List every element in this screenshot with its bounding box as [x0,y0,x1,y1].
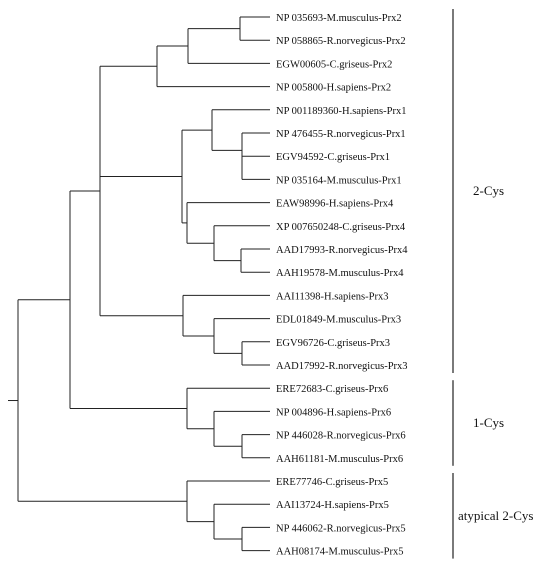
leaf-label: NP 035164-M.musculus-Prx1 [276,175,402,186]
tree-branches [8,16,270,552]
leaf-labels: NP 035693-M.musculus-Prx2 NP 058865-R.nor… [276,13,408,558]
leaf-label: EAW98996-H.sapiens-Prx4 [276,199,394,210]
leaf-label: NP 058865-R.norvegicus-Prx2 [276,36,406,47]
leaf-label: AAD17992-R.norvegicus-Prx3 [276,361,408,372]
leaf-label: AAD17993-R.norvegicus-Prx4 [276,245,408,256]
leaf-label: AAI11398-H.sapiens-Prx3 [276,291,388,302]
leaf-label: NP 001189360-H.sapiens-Prx1 [276,106,406,117]
leaf-label: AAI13724-H.sapiens-Prx5 [276,500,389,511]
leaf-label: AAH08174-M.musculus-Prx5 [276,547,403,558]
leaf-label: NP 035693-M.musculus-Prx2 [276,13,402,24]
leaf-label: ERE72683-C.griseus-Prx6 [276,384,388,395]
leaf-label: NP 446062-R.norvegicus-Prx5 [276,523,406,534]
group-label: atypical 2-Cys [458,508,533,523]
leaf-label: EGV96726-C.griseus-Prx3 [276,338,390,349]
leaf-label: NP 004896-H.sapiens-Prx6 [276,407,391,418]
leaf-label: NP 446028-R.norvegicus-Prx6 [276,431,406,442]
leaf-label: AAH61181-M.musculus-Prx6 [276,454,403,465]
leaf-label: EGW00605-C.griseus-Prx2 [276,59,392,70]
group-brackets: 2-Cys 1-Cys atypical 2-Cys [452,9,533,559]
group-label: 2-Cys [473,183,504,198]
leaf-label: NP 476455-R.norvegicus-Prx1 [276,129,406,140]
leaf-label: XP 007650248-C.griseus-Prx4 [276,222,406,233]
leaf-label: EDL01849-M.musculus-Prx3 [276,315,401,326]
leaf-label: NP 005800-H.sapiens-Prx2 [276,83,391,94]
group-label: 1-Cys [473,415,504,430]
leaf-label: EGV94592-C.griseus-Prx1 [276,152,390,163]
leaf-label: ERE77746-C.griseus-Prx5 [276,477,388,488]
leaf-label: AAH19578-M.musculus-Prx4 [276,268,404,279]
